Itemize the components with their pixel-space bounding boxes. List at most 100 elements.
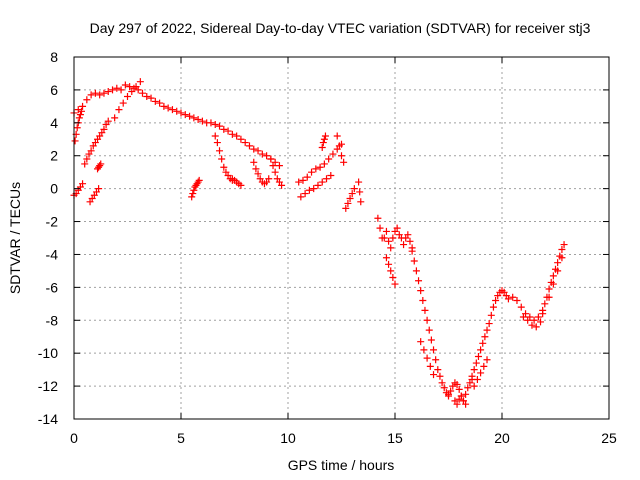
- data-point: [404, 231, 412, 239]
- data-point: [83, 96, 91, 104]
- data-point: [121, 81, 129, 89]
- y-tick-label: -2: [46, 214, 59, 230]
- series-trough-low: [451, 392, 470, 408]
- y-tick-label: -14: [38, 411, 58, 427]
- data-point: [468, 372, 476, 380]
- data-point: [320, 160, 328, 168]
- data-point: [305, 186, 313, 194]
- data-point: [528, 321, 536, 329]
- data-point: [113, 84, 121, 92]
- data-point: [220, 163, 228, 171]
- data-point: [374, 214, 382, 222]
- y-axis-label: SDTVAR / TECUs: [7, 182, 23, 294]
- data-point: [470, 382, 478, 390]
- data-point: [434, 366, 442, 374]
- data-point: [278, 181, 286, 189]
- data-point: [211, 132, 219, 140]
- series-low-2: [94, 160, 105, 173]
- data-point: [310, 185, 318, 193]
- data-point: [71, 137, 79, 145]
- data-point: [195, 176, 203, 184]
- data-point: [335, 142, 343, 150]
- data-point: [143, 92, 151, 100]
- series-fall-16: [408, 247, 452, 398]
- data-point: [483, 326, 491, 334]
- data-point: [355, 178, 363, 186]
- data-point: [97, 160, 105, 168]
- data-point: [216, 122, 224, 130]
- data-point: [275, 162, 283, 170]
- plot-frame: [73, 56, 610, 420]
- y-tick-label: 2: [50, 148, 58, 164]
- x-axis-label: GPS time / hours: [288, 457, 395, 473]
- data-point: [216, 147, 224, 155]
- data-point: [79, 102, 87, 110]
- data-point: [312, 165, 320, 173]
- data-point: [333, 132, 341, 140]
- data-point: [132, 83, 140, 91]
- series-dip-8.5: [228, 175, 245, 189]
- data-point: [76, 111, 84, 119]
- data-point: [81, 160, 89, 168]
- data-point: [151, 97, 159, 105]
- data-point: [194, 178, 202, 186]
- data-point: [271, 168, 279, 176]
- data-point: [472, 359, 480, 367]
- x-tick-label: 10: [280, 430, 296, 446]
- data-point: [530, 316, 538, 324]
- data-point: [432, 356, 440, 364]
- series-rise-1: [81, 117, 112, 168]
- data-point: [233, 132, 241, 140]
- series-trough: [445, 376, 476, 405]
- data-point: [344, 199, 352, 207]
- data-point: [348, 190, 356, 198]
- data-point: [558, 254, 566, 262]
- data-point: [485, 320, 493, 328]
- data-point: [218, 155, 226, 163]
- data-point: [96, 162, 104, 170]
- data-point: [389, 234, 397, 242]
- data-point: [207, 119, 215, 127]
- data-point: [445, 392, 452, 400]
- data-point: [245, 142, 253, 150]
- data-point: [138, 89, 146, 97]
- series-spike-11.6: [318, 132, 329, 151]
- data-point: [453, 400, 461, 408]
- data-point: [412, 267, 420, 275]
- series-drop-14.5: [374, 214, 416, 252]
- series-rise-2: [111, 78, 144, 122]
- data-point: [427, 336, 435, 344]
- data-point: [549, 272, 557, 280]
- x-tick-label: 25: [601, 430, 617, 446]
- data-point: [75, 114, 83, 122]
- data-point: [323, 175, 331, 183]
- series-cluster-13.3: [355, 178, 365, 206]
- data-point: [258, 150, 266, 158]
- data-point: [263, 152, 271, 160]
- y-tick-label: 6: [50, 82, 58, 98]
- data-point: [220, 125, 228, 133]
- series-low-1: [86, 185, 103, 206]
- data-point: [545, 285, 553, 293]
- data-point: [314, 181, 322, 189]
- data-point: [406, 237, 414, 245]
- x-tick-label: 5: [177, 430, 185, 446]
- data-point: [301, 190, 309, 198]
- data-point: [382, 227, 390, 235]
- data-point: [455, 385, 463, 393]
- data-point: [73, 124, 81, 132]
- data-point: [462, 400, 470, 408]
- data-point: [426, 362, 434, 370]
- data-point: [319, 139, 327, 147]
- series-spike-12.5: [333, 132, 348, 166]
- data-point: [303, 173, 311, 181]
- data-point: [560, 241, 568, 249]
- ticks-layer: 0 5 10 15 20 25 -14 -12 -10 -8 -6 -4 -2 0 2 4 6 8: [38, 49, 617, 446]
- data-point: [100, 125, 108, 133]
- data-point: [477, 346, 485, 354]
- data-point: [79, 180, 87, 188]
- data-point: [440, 384, 448, 392]
- data-point: [423, 354, 431, 362]
- series-rise-19-low: [470, 356, 491, 390]
- data-point: [385, 260, 393, 268]
